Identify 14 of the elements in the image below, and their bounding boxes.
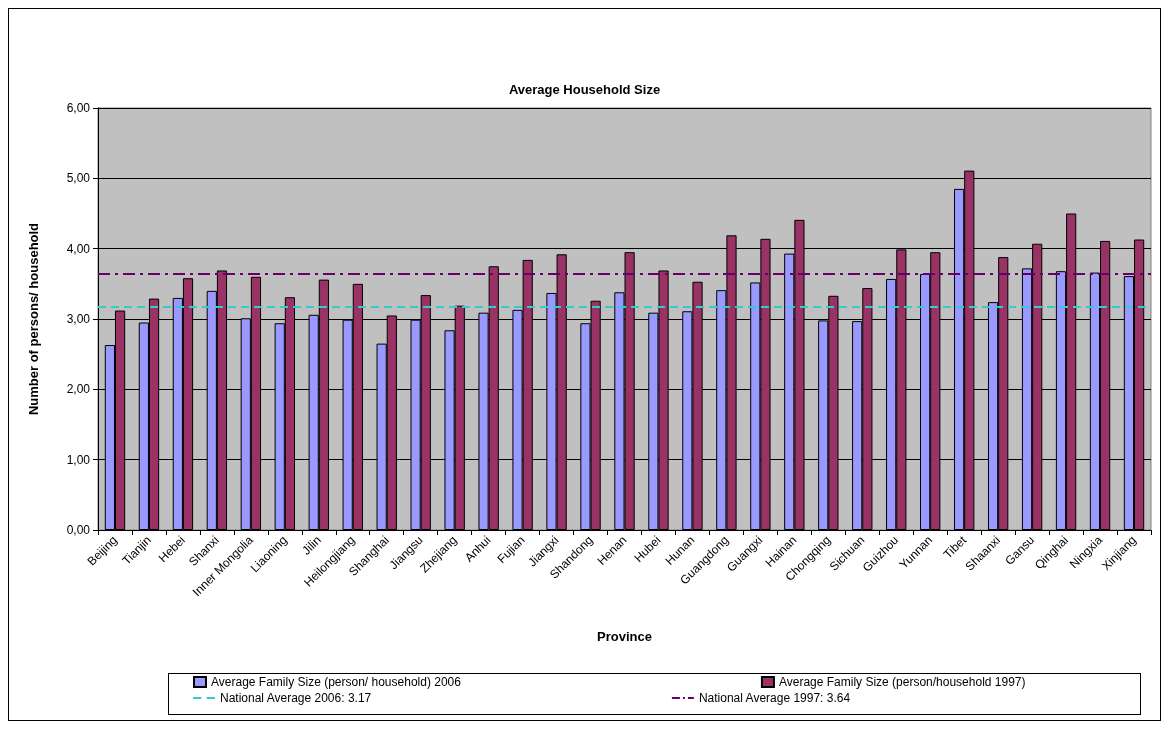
y-tick-label: 1,00: [66, 452, 91, 467]
x-axis-title: Province: [597, 629, 652, 644]
y-tick-label: 6,00: [66, 101, 91, 115]
y-tick-label: 3,00: [66, 312, 91, 326]
y-tick-label: 0,00: [66, 523, 91, 537]
legend-label: National Average 2006: 3.17: [220, 691, 372, 705]
legend-label: Average Family Size (person/household 1997): [778, 675, 1026, 689]
chart-title: Average Household Size: [508, 82, 661, 97]
legend-label: Average Family Size (person/ household) 2006: [211, 675, 462, 689]
y-tick-label: 4,00: [66, 241, 91, 256]
legend-label: National Average 1997: 3.64: [698, 691, 851, 705]
y-axis-title: Number of persons/ household: [26, 222, 41, 416]
y-tick-label: 2,00: [66, 382, 91, 397]
y-tick-label: 5,00: [66, 171, 91, 186]
